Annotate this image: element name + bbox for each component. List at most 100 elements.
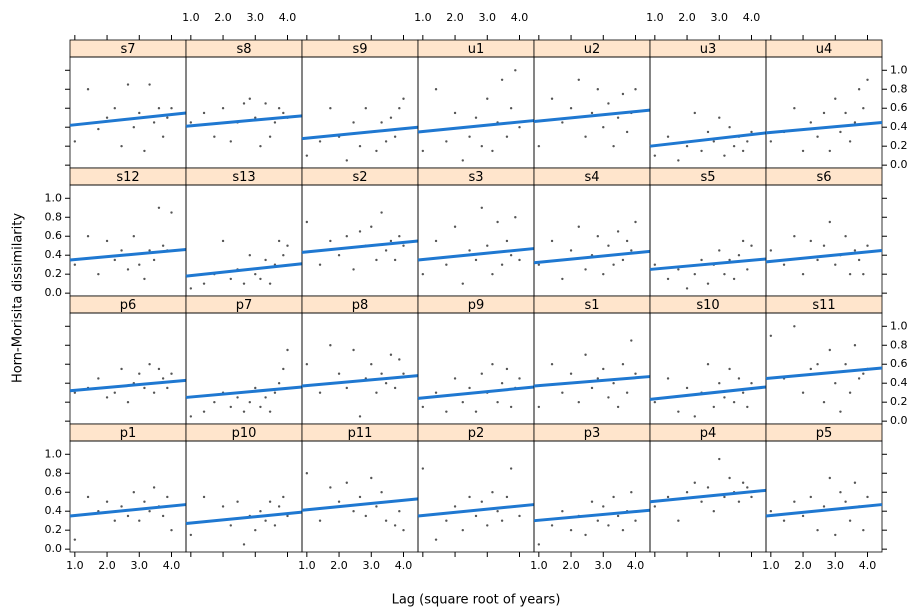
point bbox=[569, 372, 573, 375]
y-tick-label: 0.4 bbox=[45, 504, 63, 517]
point bbox=[138, 111, 141, 115]
x-tick-label: 1.0 bbox=[66, 559, 84, 572]
point bbox=[461, 400, 464, 404]
panel-title: p6 bbox=[120, 298, 137, 313]
point bbox=[73, 140, 77, 143]
point bbox=[126, 83, 130, 86]
point bbox=[375, 391, 378, 394]
point bbox=[277, 239, 281, 243]
point bbox=[834, 533, 837, 537]
x-tick-label: 3.0 bbox=[247, 11, 265, 24]
point bbox=[120, 505, 123, 508]
point bbox=[612, 263, 615, 266]
point bbox=[358, 230, 362, 233]
point bbox=[318, 263, 322, 266]
point bbox=[248, 97, 251, 100]
point bbox=[259, 277, 262, 281]
point bbox=[86, 495, 90, 499]
x-tick-label: 4.0 bbox=[743, 11, 761, 24]
point bbox=[741, 391, 745, 394]
point bbox=[616, 116, 620, 119]
y-tick-label: 0.0 bbox=[890, 414, 908, 427]
point bbox=[793, 107, 796, 110]
panel-frame bbox=[417, 440, 535, 553]
point bbox=[653, 263, 657, 266]
point bbox=[86, 235, 90, 238]
panel-title: s11 bbox=[812, 298, 835, 313]
point bbox=[712, 140, 715, 143]
point bbox=[242, 282, 246, 285]
point bbox=[737, 500, 741, 503]
point bbox=[809, 495, 812, 499]
point bbox=[732, 144, 736, 148]
point bbox=[712, 510, 715, 513]
panel-frame bbox=[69, 56, 187, 169]
point bbox=[148, 363, 151, 366]
point bbox=[461, 282, 464, 285]
point bbox=[393, 386, 397, 390]
panel-title: p9 bbox=[468, 298, 485, 313]
panel-frame bbox=[417, 56, 535, 169]
point bbox=[277, 107, 281, 110]
point bbox=[370, 363, 373, 366]
point bbox=[834, 263, 837, 266]
point bbox=[73, 538, 77, 541]
x-tick-label: 2.0 bbox=[678, 11, 696, 24]
point bbox=[286, 244, 289, 247]
y-tick-label: 0.8 bbox=[45, 466, 63, 479]
point bbox=[602, 272, 605, 276]
point bbox=[474, 116, 478, 119]
point bbox=[236, 500, 239, 503]
point bbox=[801, 514, 805, 518]
point bbox=[602, 126, 605, 129]
fit-line bbox=[301, 374, 419, 388]
point bbox=[737, 254, 741, 257]
point bbox=[621, 363, 625, 366]
point bbox=[769, 334, 773, 337]
point bbox=[318, 519, 322, 522]
point bbox=[857, 88, 861, 91]
fit-line bbox=[417, 385, 535, 400]
point bbox=[161, 244, 165, 247]
point bbox=[607, 244, 610, 247]
point bbox=[132, 491, 135, 494]
point bbox=[434, 538, 438, 541]
point bbox=[782, 263, 786, 266]
panel-title: p4 bbox=[700, 426, 717, 441]
point bbox=[364, 514, 367, 518]
point bbox=[148, 510, 151, 513]
point bbox=[537, 144, 541, 148]
panel-title: s13 bbox=[232, 170, 255, 185]
point bbox=[500, 78, 504, 81]
point bbox=[170, 372, 173, 375]
point bbox=[596, 519, 599, 522]
point bbox=[402, 528, 405, 532]
point bbox=[468, 386, 471, 390]
panel-title: p8 bbox=[352, 298, 369, 313]
point bbox=[384, 382, 388, 385]
point bbox=[105, 500, 109, 503]
point bbox=[105, 116, 109, 119]
point bbox=[221, 239, 225, 243]
fit-line bbox=[301, 239, 419, 254]
point bbox=[254, 386, 257, 390]
panel-title: s7 bbox=[120, 42, 135, 57]
panel-frame bbox=[69, 184, 187, 297]
point bbox=[550, 97, 554, 100]
point bbox=[569, 107, 573, 110]
fit-line bbox=[649, 131, 767, 148]
point bbox=[839, 130, 842, 134]
x-tick-label: 1.0 bbox=[298, 559, 316, 572]
point bbox=[630, 339, 633, 342]
panel-title: s2 bbox=[352, 170, 367, 185]
point bbox=[550, 239, 554, 243]
point bbox=[358, 495, 362, 499]
point bbox=[685, 491, 689, 494]
point bbox=[816, 528, 819, 532]
panel-frame bbox=[185, 184, 303, 297]
point bbox=[166, 495, 169, 499]
point bbox=[486, 97, 489, 100]
point bbox=[505, 239, 509, 243]
point bbox=[170, 211, 173, 214]
point bbox=[634, 220, 637, 224]
